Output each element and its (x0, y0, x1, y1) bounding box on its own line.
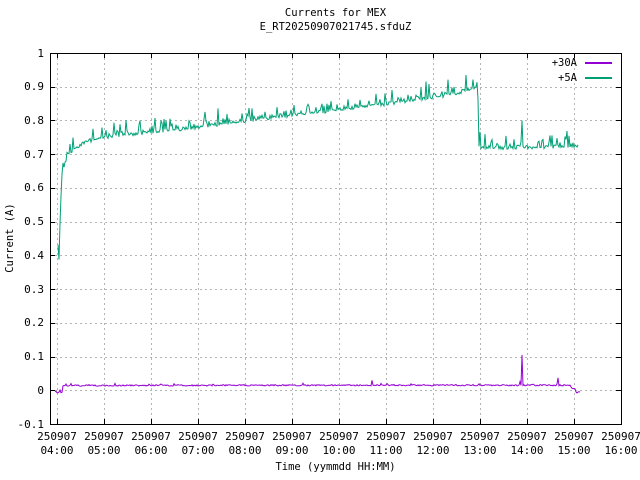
x-tick-label: 250907 15:00 (554, 430, 594, 457)
y-tick-label: -0.1 (17, 417, 45, 431)
x-tick-label: 250907 11:00 (366, 430, 406, 457)
legend-label-30a: +30A (551, 56, 577, 69)
x-tick-label: 250907 12:00 (413, 430, 453, 457)
legend-entry-30a: +30A (470, 55, 612, 70)
x-tick-label: 250907 07:00 (178, 430, 218, 457)
y-tick-label: 0.6 (24, 181, 44, 195)
x-tick-label: 250907 08:00 (225, 430, 265, 457)
chart-title: Currents for MEX (284, 7, 387, 19)
x-tick-label: 250907 10:00 (319, 430, 359, 457)
legend-line-sample-30a (585, 61, 612, 64)
legend-entry-5a: +5A (470, 70, 612, 85)
legend-line-sample-5a (585, 76, 612, 79)
y-tick-label: 0.2 (24, 316, 44, 330)
x-tick-label: 250907 13:00 (460, 430, 500, 457)
y-tick-label: 0.8 (24, 113, 44, 127)
y-tick-label: 0.5 (24, 215, 44, 229)
x-axis-label: Time (yymmdd HH:MM) (275, 461, 396, 473)
legend: +30A +5A (470, 55, 612, 85)
x-tick-label: 250907 16:00 (601, 430, 640, 457)
y-tick-label: 0.3 (24, 282, 44, 296)
x-tick-label: 250907 05:00 (84, 430, 124, 457)
y-tick-label: 0.9 (24, 80, 44, 94)
x-tick-label: 250907 14:00 (507, 430, 547, 457)
y-tick-label: 0 (37, 383, 44, 397)
legend-label-5a: +5A (558, 71, 577, 84)
y-tick-label: 0.4 (24, 248, 44, 262)
x-tick-label: 250907 06:00 (131, 430, 171, 457)
y-tick-label: 1 (37, 46, 44, 60)
x-tick-label: 250907 04:00 (37, 430, 77, 457)
x-tick-label: 250907 09:00 (272, 430, 312, 457)
y-tick-label: 0.1 (24, 350, 44, 364)
chart-subtitle: E_RT20250907021745.sfduZ (259, 21, 412, 33)
y-tick-label: 0.7 (24, 147, 44, 161)
